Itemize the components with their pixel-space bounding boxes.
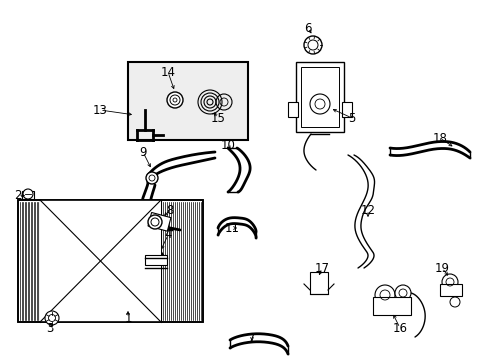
Text: 13: 13	[92, 104, 107, 117]
Circle shape	[148, 215, 162, 229]
Circle shape	[45, 311, 59, 325]
Text: 11: 11	[224, 221, 239, 234]
Bar	[148, 212, 171, 231]
Text: 4: 4	[164, 229, 171, 242]
Text: 16: 16	[392, 321, 407, 334]
Bar	[145, 255, 167, 265]
Text: 2: 2	[14, 189, 21, 202]
Circle shape	[304, 36, 321, 54]
Bar	[301, 67, 338, 127]
Text: 12: 12	[360, 203, 375, 216]
Text: 8: 8	[166, 203, 173, 216]
Circle shape	[167, 92, 183, 108]
Bar	[287, 102, 297, 117]
Bar	[295, 62, 343, 132]
Circle shape	[441, 274, 457, 290]
Text: 9: 9	[139, 145, 146, 158]
Text: 7: 7	[248, 332, 255, 345]
Text: 17: 17	[314, 261, 329, 275]
Bar	[128, 62, 247, 140]
Text: 18: 18	[432, 131, 447, 144]
Bar	[18, 200, 203, 322]
Circle shape	[394, 285, 410, 301]
Text: 14: 14	[160, 66, 175, 78]
Circle shape	[146, 172, 158, 184]
Circle shape	[23, 189, 33, 199]
Text: 3: 3	[46, 321, 54, 334]
Bar	[18, 200, 203, 322]
Circle shape	[374, 285, 394, 305]
Text: 19: 19	[434, 261, 448, 275]
Text: 5: 5	[347, 112, 355, 125]
Text: 15: 15	[210, 112, 225, 125]
Text: 1: 1	[124, 311, 131, 324]
Text: 10: 10	[220, 139, 235, 152]
Bar	[309, 272, 327, 294]
Text: 6: 6	[304, 22, 311, 35]
Bar	[372, 297, 410, 315]
Bar	[22, 191, 34, 199]
Bar	[341, 102, 351, 117]
Bar	[439, 284, 461, 296]
Bar	[40, 200, 161, 322]
